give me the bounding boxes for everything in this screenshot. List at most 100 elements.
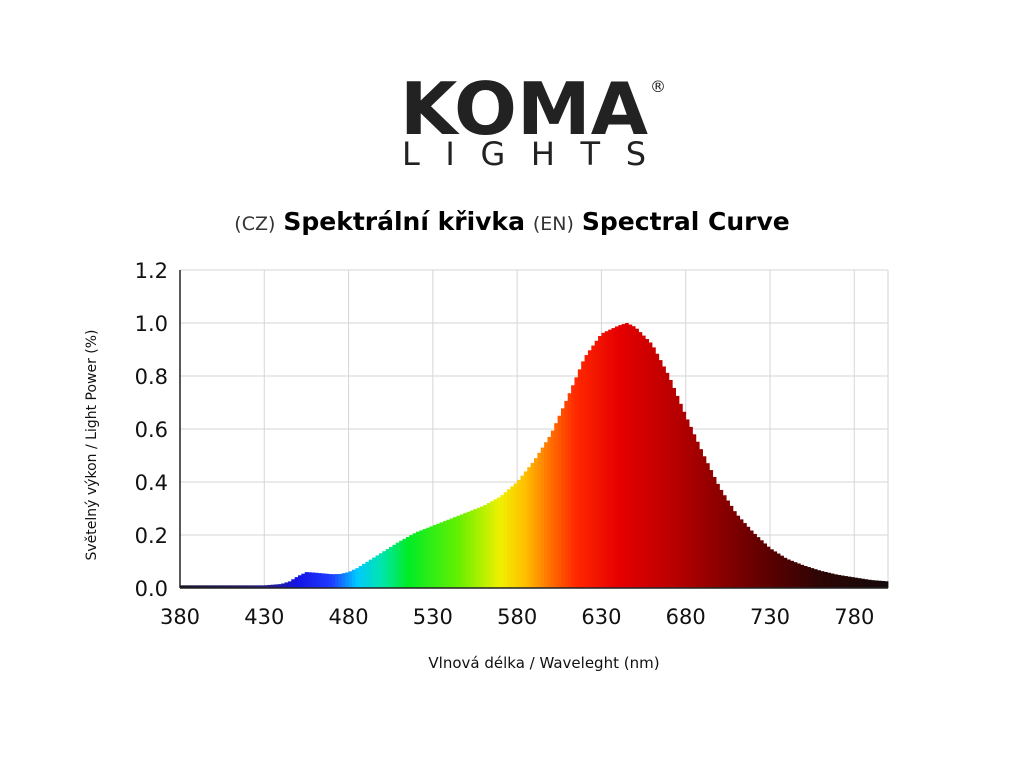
- spectrum-bar: [389, 546, 393, 588]
- spectrum-bar: [190, 585, 194, 588]
- spectrum-bar: [328, 574, 333, 588]
- spectrum-bar: [200, 585, 204, 588]
- heading-en-tag: (EN): [532, 213, 574, 235]
- spectrum-bar: [345, 572, 349, 588]
- spectrum-bar: [294, 577, 299, 588]
- spectrum-bar: [564, 400, 569, 588]
- logo-brand-text: KOMA: [400, 72, 648, 151]
- spectrum-bar: [196, 585, 201, 588]
- spectrum-bar: [527, 467, 532, 588]
- spectrum-bar: [534, 458, 538, 588]
- spectrum-bar: [820, 571, 825, 588]
- spectrum-bar: [250, 585, 255, 588]
- spectrum-bar: [318, 573, 322, 588]
- spectrum-bar: [365, 561, 370, 588]
- spectrum-bar: [277, 584, 282, 588]
- spectrum-bar: [368, 559, 373, 588]
- spectrum-bar: [854, 577, 859, 588]
- spectrum-bar: [513, 483, 518, 588]
- spectrum-bar: [426, 527, 430, 588]
- spectrum-bar: [611, 328, 616, 588]
- heading-cz-title: Spektrální křivka: [283, 207, 525, 236]
- spectrum-bar: [662, 366, 666, 588]
- spectrum-bar: [830, 573, 835, 588]
- spectrum-bar: [574, 377, 579, 588]
- spectrum-bar: [537, 452, 542, 588]
- spectrum-bar: [409, 535, 414, 588]
- spectrum-bar: [652, 347, 656, 588]
- spectrum-bar: [658, 360, 663, 588]
- spectrum-bar: [274, 584, 279, 588]
- koma-lights-logo: KOMA ® LIGHTS: [400, 72, 666, 172]
- spectrum-bar: [584, 355, 589, 588]
- spectrum-bar: [823, 571, 828, 588]
- spectrum-bar: [716, 483, 720, 588]
- x-tick-label: 780: [834, 605, 874, 629]
- spectrum-bar: [507, 489, 511, 588]
- y-tick-label: 0.8: [135, 365, 168, 389]
- spectrum-bar: [429, 526, 434, 588]
- spectrum-bar: [301, 573, 306, 588]
- spectrum-bar: [682, 411, 687, 588]
- spectrum-bar: [618, 325, 623, 588]
- spectrum-bar: [655, 353, 660, 588]
- spectrum-bar: [621, 324, 626, 588]
- spectrum-bar: [466, 511, 471, 588]
- spectrum-bar: [786, 559, 791, 588]
- spectrum-bar: [355, 568, 360, 589]
- x-tick-label: 580: [497, 605, 537, 629]
- spectrum-bar: [180, 585, 184, 588]
- y-tick-label: 0.2: [135, 524, 168, 548]
- spectrum-bar: [571, 385, 575, 588]
- spectrum-bar: [665, 372, 670, 588]
- spectrum-bar: [837, 575, 842, 588]
- spectrum-bar: [699, 449, 703, 588]
- spectrum-bar: [203, 585, 208, 588]
- spectrum-bar: [864, 579, 869, 588]
- spectrum-bar: [631, 326, 636, 588]
- spectrum-bar: [520, 475, 525, 588]
- x-tick-labels: 380 430 480 530 580 630 680 730 780: [160, 605, 874, 629]
- spectrum-bar: [493, 499, 498, 588]
- spectrum-bar: [817, 570, 821, 588]
- spectrum-bar: [314, 572, 319, 588]
- spectrum-bar: [321, 573, 326, 588]
- x-tick-label: 430: [244, 605, 284, 629]
- heading-en-title: Spectral Curve: [581, 207, 790, 236]
- spectrum-bar: [287, 581, 292, 589]
- spectrum-bar: [867, 579, 872, 588]
- spectrum-bar: [577, 369, 582, 589]
- spectrum-bar: [213, 585, 218, 588]
- spectrum-bar: [635, 328, 639, 588]
- spectrum-bar: [308, 572, 312, 588]
- spectrum-bar: [382, 551, 387, 588]
- spectrum-bar: [372, 557, 376, 588]
- spectrum-bar: [483, 504, 488, 588]
- spectrum-bar: [496, 497, 501, 588]
- spectrum-bar: [335, 574, 339, 588]
- spectrum-bar: [449, 518, 454, 588]
- spectrum-bar: [628, 324, 633, 588]
- spectrum-bar: [743, 523, 747, 588]
- spectrum-bar: [850, 577, 855, 588]
- spectrum-bar: [473, 509, 478, 588]
- spectrum-bar: [503, 492, 508, 588]
- spectrum-bar: [672, 387, 676, 588]
- spectrum-bar: [530, 462, 535, 588]
- spectrum-bar: [358, 566, 363, 588]
- spectrum-bar: [439, 522, 444, 588]
- spectrum-bar: [378, 553, 383, 588]
- spectrum-bar: [419, 530, 424, 588]
- spectrum-bar: [385, 549, 390, 588]
- spectrum-bar: [614, 326, 619, 588]
- spectrum-bar: [709, 470, 714, 588]
- x-tick-label: 680: [666, 605, 706, 629]
- spectrum-bar: [341, 573, 346, 588]
- spectrum-bar: [260, 585, 265, 588]
- spectrum-bar: [375, 555, 380, 588]
- spectral-chart: 380 430 480 530 580 630 680 730 780 0.0 0.2 0.4 0.6…: [84, 259, 889, 672]
- spectrum-bar: [702, 456, 707, 588]
- spectrum-bar: [510, 486, 515, 588]
- spectrum-bar: [881, 580, 886, 588]
- spectrum-bar: [554, 423, 558, 588]
